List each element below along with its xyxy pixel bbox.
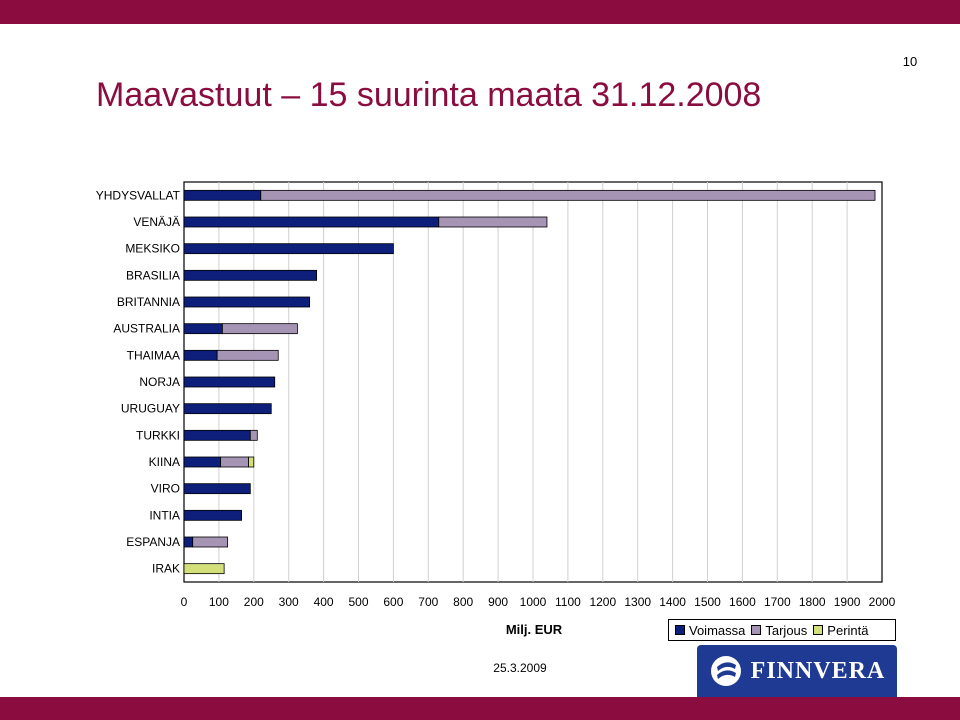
legend-label-tarjous: Tarjous	[765, 622, 808, 638]
x-tick-label: 200	[244, 595, 264, 609]
category-label: INTIA	[149, 508, 180, 522]
category-label: TURKKI	[136, 428, 180, 442]
bar-tarjous	[260, 189, 876, 201]
bar-voimassa	[183, 216, 440, 228]
bar-voimassa	[183, 403, 272, 415]
x-tick-label: 1600	[729, 595, 756, 609]
x-tick-label: 500	[348, 595, 368, 609]
bar-perinta	[248, 456, 255, 468]
bottom-color-band	[0, 697, 960, 720]
category-label: VENÄJÄ	[133, 215, 180, 229]
x-tick-label: 2000	[869, 595, 896, 609]
bar-voimassa	[183, 429, 251, 441]
footer-date: 25.3.2009	[493, 661, 547, 675]
x-tick-label: 1700	[764, 595, 791, 609]
legend-item-voimassa: Voimassa	[675, 623, 745, 638]
bar-voimassa	[183, 269, 318, 281]
legend-item-perinta: Perintä	[813, 622, 869, 638]
legend-swatch-perinta	[813, 625, 824, 635]
category-label: KIINA	[149, 455, 180, 469]
chart-grid	[183, 181, 883, 583]
x-tick-label: 1400	[659, 595, 686, 609]
finnvera-logo: FINNVERA	[697, 645, 897, 697]
page-number: 10	[902, 54, 918, 69]
bar-voimassa	[183, 189, 262, 201]
bar-voimassa	[183, 243, 394, 255]
x-tick-label: 100	[209, 595, 229, 609]
bar-tarjous	[192, 536, 229, 548]
x-tick-label: 700	[418, 595, 438, 609]
category-labels: YHDYSVALLAT VENÄJÄ MEKSIKO BRASILIA BRITANNI…	[96, 188, 181, 575]
finnvera-logo-icon	[710, 656, 741, 686]
x-axis-label: Milj. EUR	[505, 622, 563, 637]
category-label: URUGUAY	[121, 402, 180, 416]
x-tick-labels: 0 100 200 300 400 500 600 700 800 900 1000 1100 1200…	[181, 595, 896, 609]
category-label: YHDYSVALLAT	[96, 188, 181, 202]
bar-voimassa	[183, 456, 222, 468]
bar-voimassa	[183, 483, 251, 495]
bar-tarjous	[249, 429, 258, 441]
x-tick-label: 1000	[520, 595, 547, 609]
x-tick-label: 1500	[694, 595, 721, 609]
x-tick-label: 300	[279, 595, 299, 609]
bar-perinta	[183, 563, 225, 575]
bar-voimassa	[183, 536, 194, 548]
category-label: ESPANJA	[126, 535, 180, 549]
category-label: MEKSIKO	[125, 242, 180, 256]
slide-title: Maavastuut – 15 suurinta maata 31.12.200…	[96, 76, 762, 114]
x-tick-label: 1200	[589, 595, 616, 609]
x-tick-label: 1300	[624, 595, 651, 609]
x-tick-label: 600	[383, 595, 403, 609]
category-label: VIRO	[151, 482, 180, 496]
legend-label-voimassa: Voimassa	[689, 622, 746, 638]
bar-voimassa	[183, 349, 218, 361]
legend-label-perinta: Perintä	[827, 622, 869, 638]
category-label: NORJA	[139, 375, 180, 389]
category-label: AUSTRALIA	[113, 322, 180, 336]
bar-tarjous	[220, 456, 249, 468]
category-label: THAIMAA	[127, 348, 180, 362]
chart-bars	[183, 189, 876, 575]
x-tick-label: 900	[488, 595, 508, 609]
bar-tarjous	[221, 323, 298, 335]
x-tick-label: 400	[314, 595, 334, 609]
x-tick-label: 0	[181, 595, 188, 609]
bar-voimassa	[183, 376, 276, 388]
bar-voimassa	[183, 323, 223, 335]
bar-chart: YHDYSVALLAT VENÄJÄ MEKSIKO BRASILIA BRITANNI…	[96, 181, 896, 609]
bar-voimassa	[183, 296, 311, 308]
legend-swatch-voimassa	[675, 625, 685, 635]
legend-swatch-tarjous	[751, 625, 762, 635]
category-label: IRAK	[152, 562, 180, 576]
x-tick-label: 1800	[799, 595, 826, 609]
legend-item-tarjous: Tarjous	[751, 623, 807, 638]
top-color-band	[0, 0, 960, 24]
chart-legend: Voimassa Tarjous Perintä	[668, 619, 896, 641]
x-tick-label: 1100	[555, 595, 581, 609]
x-tick-label: 800	[453, 595, 473, 609]
finnvera-logo-text: FINNVERA	[750, 657, 886, 684]
category-label: BRASILIA	[126, 268, 180, 282]
bar-tarjous	[216, 349, 279, 361]
x-tick-label: 1900	[834, 595, 861, 609]
category-label: BRITANNIA	[117, 295, 180, 309]
bar-voimassa	[183, 509, 242, 521]
bar-tarjous	[438, 216, 548, 228]
